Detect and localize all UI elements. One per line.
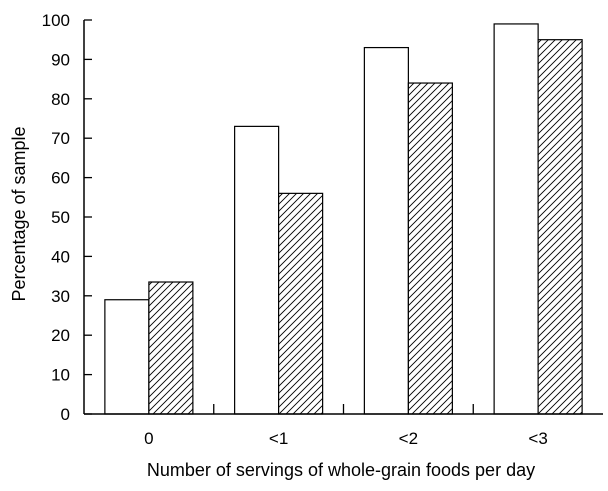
y-axis-title: Percentage of sample: [9, 126, 29, 301]
y-tick-label-9: 90: [51, 50, 70, 69]
bar-hatched-3: [537, 39, 583, 415]
y-tick-label-1: 10: [51, 366, 70, 385]
y-tick-label-0: 0: [61, 405, 70, 424]
bars-layer: [104, 23, 583, 415]
x-tick-label-1: <1: [269, 429, 288, 448]
y-tick-label-2: 20: [51, 326, 70, 345]
y-tick-label-8: 80: [51, 90, 70, 109]
x-tick-label-0: 0: [144, 429, 153, 448]
x-tick-label-2: <2: [399, 429, 418, 448]
bar-hatched-1: [278, 192, 324, 415]
bar-open-0: [104, 299, 150, 415]
y-tick-label-6: 60: [51, 169, 70, 188]
axes-layer: [83, 19, 603, 415]
y-tick-label-5: 50: [51, 208, 70, 227]
bar-hatched-0: [148, 281, 194, 415]
y-tick-label-3: 30: [51, 287, 70, 306]
y-tick-label-4: 40: [51, 247, 70, 266]
y-tick-label-7: 70: [51, 129, 70, 148]
labels-layer: 0 10 20 30 40 50 60 70 80 90 100 0 <1 <2 <3: [42, 11, 548, 448]
x-axis-title: Number of servings of whole-grain foods …: [147, 460, 535, 480]
bar-open-1: [234, 125, 280, 415]
bar-open-2: [363, 46, 409, 415]
y-tick-label-10: 100: [42, 11, 70, 30]
bar-open-3: [493, 23, 539, 415]
bar-hatched-2: [407, 82, 453, 415]
x-tick-label-3: <3: [528, 429, 547, 448]
